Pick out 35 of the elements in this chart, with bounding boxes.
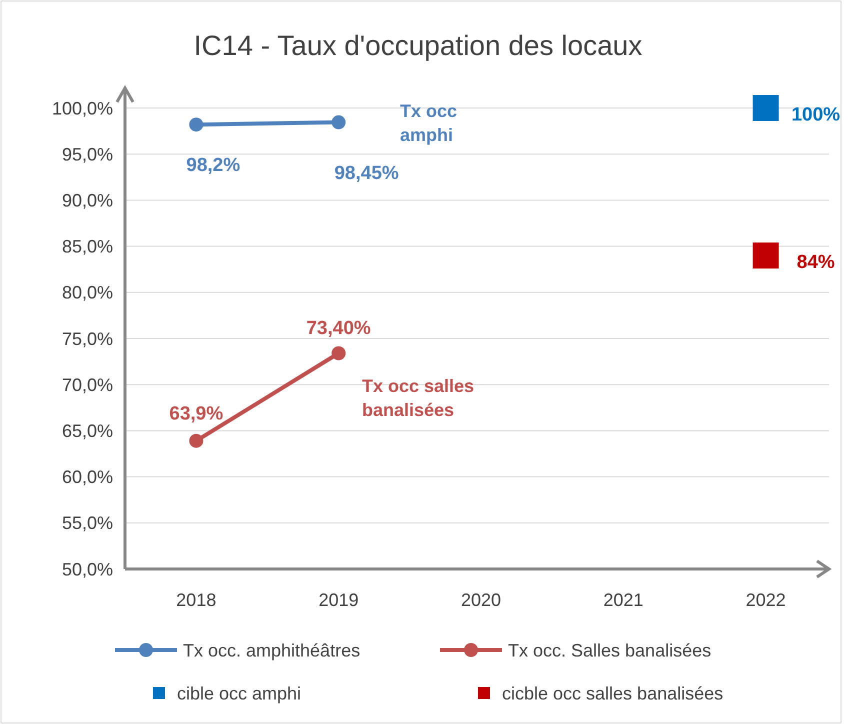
annotation: Tx occ salles banalisées — [362, 376, 474, 420]
point — [189, 434, 204, 448]
y-tick-label: 100,0% — [52, 98, 113, 118]
annotation: Tx occ amphi — [400, 101, 458, 145]
point — [332, 346, 346, 360]
x-tick-label: 2021 — [603, 590, 644, 610]
legend-label: cible occ amphi — [177, 683, 302, 704]
y-tick-label: 70,0% — [62, 374, 113, 395]
x-tick-label: 2018 — [176, 590, 216, 610]
legend-label: Tx occ. amphithéâtres — [183, 640, 360, 660]
y-tick-label: 55,0% — [62, 513, 113, 534]
data-label: 73,40% — [306, 318, 371, 339]
y-tick-label: 85,0% — [62, 236, 113, 257]
y-tick-label: 95,0% — [62, 144, 113, 164]
legend-label: cicble occ salles banalisées — [502, 683, 724, 704]
data-label: 84% — [796, 252, 835, 274]
data-label: 98,45% — [334, 162, 399, 184]
y-tick-label: 60,0% — [62, 467, 113, 488]
x-tick-label: 2020 — [460, 590, 502, 610]
legend-label: Tx occ. Salles banalisées — [508, 640, 712, 660]
y-tick-label: 50,0% — [62, 559, 113, 580]
point — [189, 118, 204, 132]
point — [752, 242, 779, 269]
data-label: 63,9% — [169, 403, 224, 424]
data-label: 100% — [791, 104, 840, 126]
point — [332, 115, 346, 130]
data-label: 98,2% — [186, 155, 240, 176]
y-tick-label: 90,0% — [62, 190, 113, 210]
x-tick-label: 2022 — [746, 590, 786, 610]
y-tick-label: 75,0% — [62, 328, 113, 349]
x-tick-label: 2019 — [318, 590, 359, 610]
y-tick-label: 65,0% — [62, 421, 113, 441]
y-tick-label: 80,0% — [62, 282, 113, 303]
chart-title: IC14 - Taux d'occupation des locaux — [194, 30, 642, 61]
point — [752, 95, 779, 121]
